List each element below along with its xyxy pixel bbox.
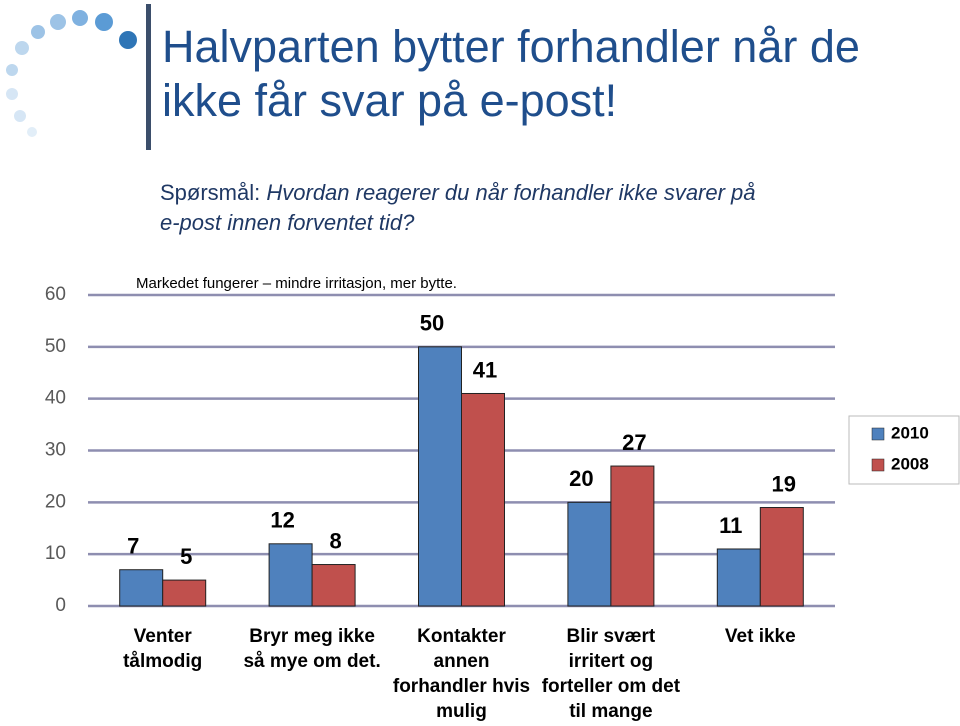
x-tick-label: Kontakter annen forhandler hvis mulig [392,626,531,722]
bar [119,569,164,607]
divider [146,4,151,150]
y-tick-label: 50 [45,336,66,357]
slide-title: Halvparten bytter forhandler når de ikke… [162,21,860,126]
question-label: Spørsmål: [160,180,261,205]
question-text: Hvordan reagerer du når forhandler ikke … [160,180,756,235]
bar [610,465,655,607]
legend-swatch [871,458,885,472]
y-tick-label: 20 [45,491,66,512]
bar [716,548,761,607]
bar [162,579,207,607]
bar [418,346,462,607]
y-tick-label: 60 [45,284,66,305]
y-tick-label: 40 [45,388,66,409]
logo-dots [6,10,137,137]
bar [268,543,313,607]
bar [311,564,356,607]
y-tick-label: 10 [45,543,66,564]
bar [461,392,505,607]
x-tick-label: Blir svært irritert og forteller om det … [541,626,681,722]
legend-label: 2010 [891,423,929,442]
value-label: 20 [569,466,593,491]
value-label: 5 [180,544,192,569]
legend-label: 2008 [891,454,929,473]
x-tick-label: Venter tålmodig [123,626,203,672]
x-tick-label: Vet ikke [724,626,796,647]
value-label: 8 [329,528,341,553]
value-label: 11 [719,513,742,538]
value-label: 41 [473,357,497,382]
value-label: 19 [772,471,796,496]
value-label: 27 [622,430,646,455]
bar [759,507,804,607]
question: Spørsmål: Hvordan reagerer du når forhan… [160,178,780,238]
value-label: 12 [270,508,294,533]
value-label: 7 [127,534,139,559]
legend-box [848,415,960,485]
annotation: Markedet fungerer – mindre irritasjon, m… [136,275,457,292]
bar [567,501,612,607]
y-tick-label: 30 [45,440,66,461]
legend-swatch [871,427,885,441]
y-tick-label: 0 [55,595,66,616]
value-label: 50 [420,311,444,336]
x-tick-label: Bryr meg ikke så mye om det. [243,626,381,672]
